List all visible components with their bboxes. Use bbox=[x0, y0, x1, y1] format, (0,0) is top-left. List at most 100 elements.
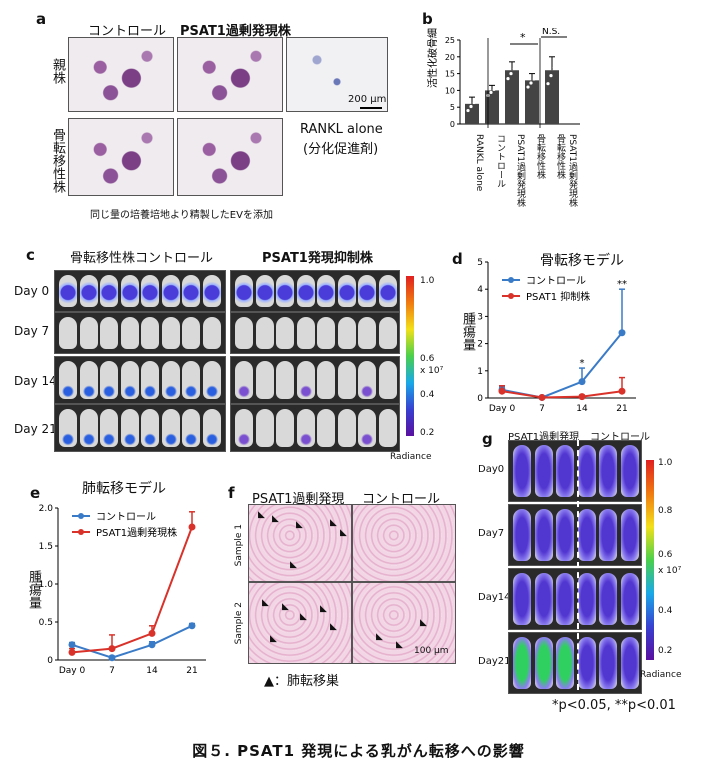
y-tick-label: 1 bbox=[477, 367, 483, 377]
mouse bbox=[141, 409, 159, 447]
series-point bbox=[68, 641, 76, 649]
panel-c-radiance: Radiance bbox=[390, 452, 432, 462]
mouse bbox=[378, 361, 397, 399]
panel-c-cb-4: 0.4 bbox=[420, 390, 435, 400]
mouse bbox=[513, 445, 531, 497]
panel-a-row-parent: 親株 bbox=[50, 58, 65, 84]
mouse bbox=[276, 275, 294, 307]
mouse-image-group bbox=[508, 632, 642, 694]
metastasis-arrow: ◣ bbox=[376, 632, 383, 642]
panel-g-cb-top: 1.0 bbox=[658, 458, 673, 468]
panel-b-y-axis: 0 5 10 15 20 25 bbox=[445, 36, 580, 128]
mouse-image-group bbox=[230, 356, 400, 404]
b-bar bbox=[545, 70, 559, 124]
y-tick-label: 1.0 bbox=[39, 580, 54, 590]
mouse bbox=[120, 409, 139, 447]
mouse bbox=[534, 637, 553, 689]
mouse bbox=[513, 573, 531, 625]
mouse bbox=[577, 509, 596, 561]
panel-g-cb-2: 0.2 bbox=[658, 646, 673, 656]
panel-b-letter: b bbox=[422, 10, 433, 28]
panel-a-letter: a bbox=[36, 10, 47, 28]
mouse bbox=[79, 409, 98, 447]
series-point bbox=[618, 387, 626, 395]
mouse bbox=[255, 317, 274, 349]
mouse bbox=[296, 275, 315, 307]
metastasis-arrow: ◣ bbox=[396, 640, 403, 650]
b-bar bbox=[485, 90, 499, 124]
scale-bar-a: 200 μm bbox=[348, 94, 387, 105]
panel-c-day14: Day 14 bbox=[14, 374, 57, 388]
b-dot bbox=[495, 84, 499, 88]
mouse bbox=[182, 317, 200, 349]
y-tick-label: 2.0 bbox=[39, 504, 54, 514]
panel-f-row2: Sample 2 bbox=[234, 602, 244, 645]
panel-f-col-psat1: PSAT1過剰発現 bbox=[252, 492, 345, 507]
mouse-image-group bbox=[508, 504, 642, 566]
mouse bbox=[337, 317, 356, 349]
panel-e-letter: e bbox=[30, 484, 41, 502]
mouse bbox=[556, 637, 574, 689]
panel-f-legend: ▲：肺転移巣 bbox=[264, 674, 339, 689]
panel-c-day7: Day 7 bbox=[14, 324, 50, 338]
panel-a-col-control: コントロール bbox=[88, 24, 167, 39]
panel-c-cb-top: 1.0 bbox=[420, 276, 435, 286]
sig-ns: N.S. bbox=[542, 28, 560, 37]
panel-b-bars bbox=[465, 56, 559, 124]
series-point bbox=[538, 393, 546, 401]
b-dot bbox=[546, 82, 550, 86]
b-cat-2: PSAT1過剰発現株 bbox=[515, 134, 525, 207]
rankl-sub: (分化促進剤) bbox=[303, 142, 379, 157]
mouse bbox=[378, 317, 397, 349]
series-point bbox=[578, 378, 586, 386]
panel-g-day14: Day14 bbox=[478, 592, 511, 603]
y-tick-label: 0.5 bbox=[39, 618, 53, 628]
x-tick-label: 21 bbox=[186, 666, 197, 676]
mouse bbox=[202, 317, 221, 349]
mouse bbox=[235, 275, 253, 307]
mouse bbox=[599, 637, 617, 689]
series-line bbox=[501, 390, 623, 399]
b-ytick-label: 25 bbox=[445, 36, 455, 45]
panel-e-title: 肺転移モデル bbox=[82, 481, 166, 497]
mouse bbox=[141, 317, 159, 349]
mouse bbox=[276, 409, 294, 447]
mouse bbox=[358, 275, 376, 307]
y-tick-label: 3 bbox=[477, 312, 483, 322]
legend-label: コントロール bbox=[526, 276, 586, 287]
x-tick-label: 7 bbox=[539, 404, 545, 414]
mouse-image-group bbox=[54, 356, 226, 404]
series-point bbox=[148, 641, 156, 649]
mouse bbox=[235, 317, 253, 349]
b-dot bbox=[466, 108, 470, 113]
panel-f-col-control: コントロール bbox=[362, 492, 441, 507]
mouse bbox=[255, 361, 274, 399]
histo-s2-psat1 bbox=[248, 582, 352, 664]
panel-g-divider bbox=[577, 440, 579, 690]
b-cat-4b: PSAT1過剰発現株 bbox=[567, 134, 577, 207]
panel-g-col-control: コントロール bbox=[590, 432, 650, 443]
b-ytick-label: 10 bbox=[445, 86, 455, 95]
panel-c-cb-mid: 0.6 bbox=[420, 354, 435, 364]
mouse bbox=[337, 275, 356, 307]
panel-g-col-psat1: PSAT1過剰発現 bbox=[508, 432, 580, 443]
legend-marker bbox=[78, 513, 84, 519]
metastasis-arrow: ◣ bbox=[290, 560, 297, 570]
series-point bbox=[498, 387, 506, 395]
mouse bbox=[100, 317, 118, 349]
histo-s1-control bbox=[352, 504, 456, 582]
b-ytick-label: 15 bbox=[445, 70, 455, 79]
panel-f-row1: Sample 1 bbox=[234, 524, 244, 567]
p-values: *p<0.05, **p<0.01 bbox=[552, 698, 676, 713]
metastasis-arrow: ◣ bbox=[320, 604, 327, 614]
series-line bbox=[501, 332, 623, 399]
y-tick-label: 0 bbox=[477, 394, 483, 404]
mouse bbox=[202, 409, 221, 447]
mouse bbox=[599, 573, 617, 625]
mouse bbox=[534, 573, 553, 625]
x-tick-label: 14 bbox=[146, 666, 158, 676]
mouse bbox=[556, 509, 574, 561]
mouse bbox=[161, 409, 180, 447]
mouse bbox=[317, 317, 335, 349]
mouse bbox=[120, 361, 139, 399]
